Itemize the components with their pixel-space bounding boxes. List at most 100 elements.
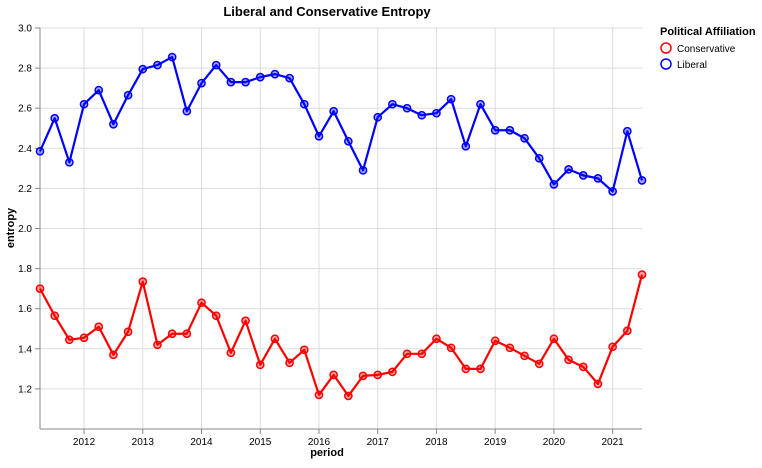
chart-title: Liberal and Conservative Entropy — [223, 4, 431, 19]
conservative-point[interactable] — [388, 367, 397, 377]
conservative-point[interactable] — [109, 350, 118, 360]
conservative-point[interactable] — [123, 327, 133, 337]
conservative-point[interactable] — [329, 370, 339, 380]
conservative-point[interactable] — [211, 311, 221, 321]
liberal-point[interactable] — [490, 125, 500, 135]
liberal-point[interactable] — [564, 165, 573, 174]
conservative-point[interactable] — [241, 316, 250, 326]
conservative-point[interactable] — [432, 334, 441, 344]
liberal-point[interactable] — [402, 103, 412, 113]
legend-label-conservative: Conservative — [677, 44, 736, 55]
conservative-point[interactable] — [153, 340, 162, 350]
conservative-point[interactable] — [255, 360, 265, 370]
liberal-point[interactable] — [314, 131, 324, 141]
conservative-line — [39, 274, 644, 398]
conservative-point[interactable] — [505, 343, 515, 353]
conservative-point[interactable] — [564, 355, 573, 365]
liberal-point[interactable] — [461, 141, 471, 151]
liberal-point[interactable] — [65, 157, 74, 167]
legend-item-conservative[interactable]: Conservative — [660, 42, 736, 55]
conservative-point[interactable] — [138, 277, 148, 286]
conservative-point[interactable] — [285, 358, 294, 368]
conservative-point[interactable] — [476, 364, 485, 374]
liberal-point[interactable] — [153, 60, 162, 70]
conservative-point[interactable] — [94, 322, 104, 332]
x-tick-label: 2018 — [425, 437, 448, 448]
liberal-point[interactable] — [299, 99, 309, 109]
liberal-point[interactable] — [476, 99, 485, 109]
conservative-point[interactable] — [593, 379, 603, 389]
conservative-point[interactable] — [343, 391, 353, 401]
liberal-point[interactable] — [608, 187, 617, 196]
conservative-point[interactable] — [637, 270, 647, 279]
liberal-point[interactable] — [549, 180, 559, 189]
liberal-point[interactable] — [358, 166, 368, 175]
liberal-point[interactable] — [622, 126, 632, 136]
liberal-point[interactable] — [94, 85, 104, 95]
conservative-point[interactable] — [373, 370, 383, 380]
conservative-point[interactable] — [197, 298, 206, 308]
conservative-point[interactable] — [299, 345, 309, 355]
liberal-point[interactable] — [50, 113, 60, 123]
conservative-point[interactable] — [79, 333, 89, 343]
liberal-point[interactable] — [211, 60, 221, 70]
y-tick-label: 1.4 — [18, 344, 32, 355]
conservative-point[interactable] — [226, 348, 236, 358]
liberal-point[interactable] — [505, 125, 515, 135]
liberal-point[interactable] — [593, 174, 603, 183]
conservative-point[interactable] — [167, 329, 177, 339]
y-tick-label: 2.4 — [18, 144, 32, 155]
conservative-point[interactable] — [578, 362, 588, 372]
liberal-point[interactable] — [197, 78, 206, 88]
grid — [40, 27, 642, 430]
conservative-point[interactable] — [461, 364, 471, 374]
y-axis-title: entropy — [5, 207, 17, 248]
conservative-point[interactable] — [534, 359, 544, 369]
conservative-point[interactable] — [446, 343, 456, 353]
liberal-point[interactable] — [637, 176, 647, 185]
liberal-point[interactable] — [373, 112, 383, 122]
liberal-point[interactable] — [388, 99, 397, 109]
liberal-point[interactable] — [432, 108, 441, 118]
conservative-point[interactable] — [402, 349, 412, 359]
liberal-point[interactable] — [138, 64, 148, 74]
conservative-point[interactable] — [35, 284, 45, 293]
liberal-point[interactable] — [241, 77, 250, 87]
liberal-point[interactable] — [534, 153, 544, 163]
liberal-point[interactable] — [255, 72, 265, 82]
liberal-point[interactable] — [270, 69, 280, 79]
liberal-point[interactable] — [578, 171, 588, 180]
conservative-point[interactable] — [50, 311, 60, 321]
conservative-point[interactable] — [608, 342, 617, 352]
liberal-point[interactable] — [109, 119, 118, 129]
liberal-point[interactable] — [417, 110, 427, 120]
liberal-point[interactable] — [79, 99, 89, 109]
legend-title: Political Affiliation — [660, 26, 756, 38]
conservative-point[interactable] — [182, 329, 192, 339]
liberal-point[interactable] — [182, 106, 192, 116]
liberal-point[interactable] — [446, 94, 456, 104]
liberal-point[interactable] — [35, 146, 45, 156]
conservative-point[interactable] — [314, 390, 324, 400]
conservative-point[interactable] — [549, 334, 559, 344]
x-tick-label: 2019 — [484, 437, 507, 448]
conservative-point[interactable] — [520, 351, 529, 361]
liberal-point[interactable] — [285, 73, 294, 83]
liberal-point[interactable] — [226, 77, 236, 87]
y-tick-label: 3.0 — [18, 24, 32, 35]
liberal-point[interactable] — [520, 133, 529, 143]
liberal-point[interactable] — [167, 52, 177, 62]
conservative-point[interactable] — [65, 335, 74, 345]
x-tick-label: 2021 — [602, 437, 625, 448]
conservative-point[interactable] — [490, 336, 500, 346]
conservative-point[interactable] — [622, 326, 632, 336]
conservative-point[interactable] — [417, 349, 427, 359]
conservative-point[interactable] — [270, 334, 280, 344]
liberal-point[interactable] — [329, 106, 339, 116]
conservative-point[interactable] — [358, 371, 368, 381]
x-tick-label: 2014 — [190, 437, 213, 448]
liberal-point[interactable] — [343, 136, 353, 146]
legend-item-liberal[interactable]: Liberal — [660, 58, 707, 71]
liberal-point[interactable] — [123, 90, 133, 100]
x-tick-label: 2020 — [543, 437, 566, 448]
